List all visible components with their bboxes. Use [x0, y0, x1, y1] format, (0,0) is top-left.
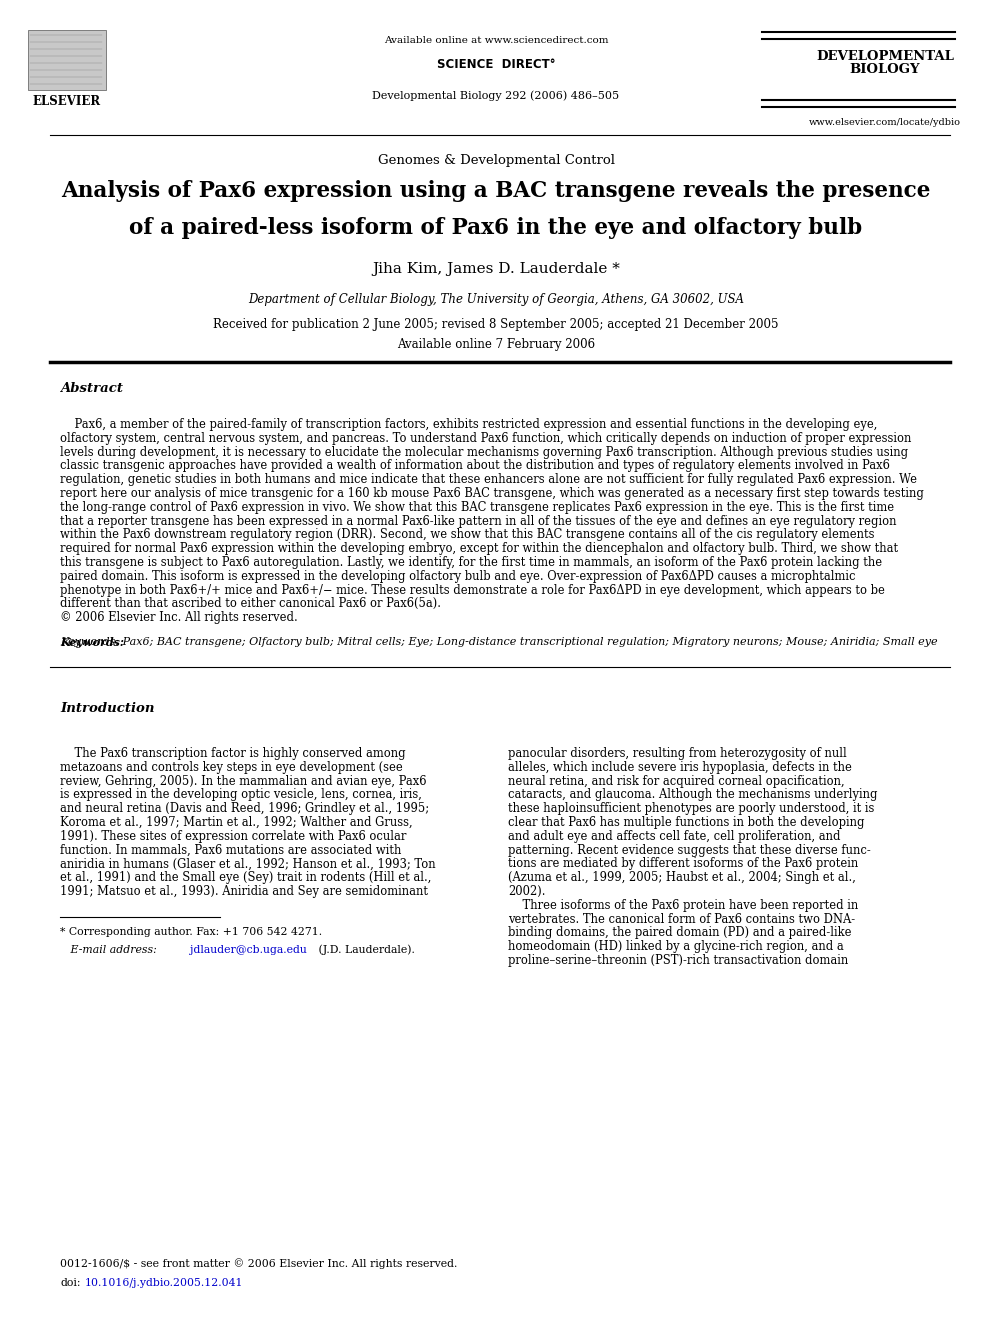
Text: Department of Cellular Biology, The University of Georgia, Athens, GA 30602, USA: Department of Cellular Biology, The Univ… — [248, 292, 744, 306]
Text: © 2006 Elsevier Inc. All rights reserved.: © 2006 Elsevier Inc. All rights reserved… — [60, 611, 298, 624]
Text: 1991). These sites of expression correlate with Pax6 ocular: 1991). These sites of expression correla… — [60, 830, 407, 843]
Text: the long-range control of Pax6 expression in vivo. We show that this BAC transge: the long-range control of Pax6 expressio… — [60, 501, 894, 513]
Text: 10.1016/j.ydbio.2005.12.041: 10.1016/j.ydbio.2005.12.041 — [85, 1278, 243, 1289]
Text: report here our analysis of mice transgenic for a 160 kb mouse Pax6 BAC transgen: report here our analysis of mice transge… — [60, 487, 924, 500]
Text: Developmental Biology 292 (2006) 486–505: Developmental Biology 292 (2006) 486–505 — [372, 90, 620, 101]
Text: Abstract: Abstract — [60, 382, 123, 396]
Text: E-mail address:: E-mail address: — [60, 945, 161, 955]
Text: this transgene is subject to Pax6 autoregulation. Lastly, we identify, for the f: this transgene is subject to Pax6 autore… — [60, 556, 882, 569]
Text: Genomes & Developmental Control: Genomes & Developmental Control — [378, 153, 614, 167]
Text: Available online at www.sciencedirect.com: Available online at www.sciencedirect.co… — [384, 36, 608, 45]
Text: SCIENCE  DIRECT°: SCIENCE DIRECT° — [436, 58, 556, 71]
Text: 1991; Matsuo et al., 1993). Aniridia and Sey are semidominant: 1991; Matsuo et al., 1993). Aniridia and… — [60, 885, 428, 898]
Text: Keywords:: Keywords: — [60, 636, 124, 648]
Text: (J.D. Lauderdale).: (J.D. Lauderdale). — [315, 945, 415, 955]
Text: (Azuma et al., 1999, 2005; Haubst et al., 2004; Singh et al.,: (Azuma et al., 1999, 2005; Haubst et al.… — [508, 872, 856, 884]
Text: neural retina, and risk for acquired corneal opacification,: neural retina, and risk for acquired cor… — [508, 774, 844, 787]
Text: 2002).: 2002). — [508, 885, 546, 898]
Text: these haploinsufficient phenotypes are poorly understood, it is: these haploinsufficient phenotypes are p… — [508, 802, 874, 815]
Text: patterning. Recent evidence suggests that these diverse func-: patterning. Recent evidence suggests tha… — [508, 844, 871, 856]
Text: metazoans and controls key steps in eye development (see: metazoans and controls key steps in eye … — [60, 761, 403, 774]
Text: and neural retina (Davis and Reed, 1996; Grindley et al., 1995;: and neural retina (Davis and Reed, 1996;… — [60, 802, 430, 815]
Text: doi:: doi: — [60, 1278, 80, 1289]
Text: regulation, genetic studies in both humans and mice indicate that these enhancer: regulation, genetic studies in both huma… — [60, 474, 917, 486]
Text: Three isoforms of the Pax6 protein have been reported in: Three isoforms of the Pax6 protein have … — [508, 898, 858, 912]
Text: classic transgenic approaches have provided a wealth of information about the di: classic transgenic approaches have provi… — [60, 459, 890, 472]
Text: 0012-1606/$ - see front matter © 2006 Elsevier Inc. All rights reserved.: 0012-1606/$ - see front matter © 2006 El… — [60, 1258, 457, 1269]
Text: vertebrates. The canonical form of Pax6 contains two DNA-: vertebrates. The canonical form of Pax6 … — [508, 913, 855, 926]
Text: jdlauder@cb.uga.edu: jdlauder@cb.uga.edu — [190, 945, 307, 955]
Text: Pax6, a member of the paired-family of transcription factors, exhibits restricte: Pax6, a member of the paired-family of t… — [60, 418, 877, 431]
Text: homeodomain (HD) linked by a glycine-rich region, and a: homeodomain (HD) linked by a glycine-ric… — [508, 941, 844, 953]
Text: proline–serine–threonin (PST)-rich transactivation domain: proline–serine–threonin (PST)-rich trans… — [508, 954, 848, 967]
Text: Keywords: Pax6; BAC transgene; Olfactory bulb; Mitral cells; Eye; Long-distance : Keywords: Pax6; BAC transgene; Olfactory… — [60, 636, 937, 647]
Text: DEVELOPMENTAL
BIOLOGY: DEVELOPMENTAL BIOLOGY — [816, 50, 954, 75]
Text: olfactory system, central nervous system, and pancreas. To understand Pax6 funct: olfactory system, central nervous system… — [60, 431, 912, 445]
Text: Koroma et al., 1997; Martin et al., 1992; Walther and Gruss,: Koroma et al., 1997; Martin et al., 1992… — [60, 816, 413, 830]
Text: Analysis of Pax6 expression using a BAC transgene reveals the presence: Analysis of Pax6 expression using a BAC … — [62, 180, 930, 202]
Text: ELSEVIER: ELSEVIER — [33, 95, 101, 108]
Text: phenotype in both Pax6+/+ mice and Pax6+/− mice. These results demonstrate a rol: phenotype in both Pax6+/+ mice and Pax6+… — [60, 583, 885, 597]
Text: alleles, which include severe iris hypoplasia, defects in the: alleles, which include severe iris hypop… — [508, 761, 852, 774]
Text: aniridia in humans (Glaser et al., 1992; Hanson et al., 1993; Ton: aniridia in humans (Glaser et al., 1992;… — [60, 857, 435, 871]
Text: Received for publication 2 June 2005; revised 8 September 2005; accepted 21 Dece: Received for publication 2 June 2005; re… — [213, 318, 779, 331]
Text: The Pax6 transcription factor is highly conserved among: The Pax6 transcription factor is highly … — [60, 747, 406, 759]
Text: within the Pax6 downstream regulatory region (DRR). Second, we show that this BA: within the Pax6 downstream regulatory re… — [60, 528, 875, 541]
Text: review, Gehring, 2005). In the mammalian and avian eye, Pax6: review, Gehring, 2005). In the mammalian… — [60, 774, 427, 787]
Text: levels during development, it is necessary to elucidate the molecular mechanisms: levels during development, it is necessa… — [60, 446, 908, 459]
Text: cataracts, and glaucoma. Although the mechanisms underlying: cataracts, and glaucoma. Although the me… — [508, 789, 878, 802]
Text: that a reporter transgene has been expressed in a normal Pax6-like pattern in al: that a reporter transgene has been expre… — [60, 515, 897, 528]
Text: required for normal Pax6 expression within the developing embryo, except for wit: required for normal Pax6 expression with… — [60, 542, 898, 556]
Text: * Corresponding author. Fax: +1 706 542 4271.: * Corresponding author. Fax: +1 706 542 … — [60, 927, 322, 937]
Text: tions are mediated by different isoforms of the Pax6 protein: tions are mediated by different isoforms… — [508, 857, 858, 871]
Text: panocular disorders, resulting from heterozygosity of null: panocular disorders, resulting from hete… — [508, 747, 847, 759]
Text: is expressed in the developing optic vesicle, lens, cornea, iris,: is expressed in the developing optic ves… — [60, 789, 422, 802]
Text: different than that ascribed to either canonical Pax6 or Pax6(5a).: different than that ascribed to either c… — [60, 598, 441, 610]
Text: Jiha Kim, James D. Lauderdale *: Jiha Kim, James D. Lauderdale * — [372, 262, 620, 277]
Text: clear that Pax6 has multiple functions in both the developing: clear that Pax6 has multiple functions i… — [508, 816, 864, 830]
Text: www.elsevier.com/locate/ydbio: www.elsevier.com/locate/ydbio — [809, 118, 961, 127]
Text: binding domains, the paired domain (PD) and a paired-like: binding domains, the paired domain (PD) … — [508, 926, 851, 939]
Text: function. In mammals, Pax6 mutations are associated with: function. In mammals, Pax6 mutations are… — [60, 844, 402, 856]
Text: Introduction: Introduction — [60, 703, 155, 714]
Text: paired domain. This isoform is expressed in the developing olfactory bulb and ey: paired domain. This isoform is expressed… — [60, 570, 855, 583]
Text: of a paired-less isoform of Pax6 in the eye and olfactory bulb: of a paired-less isoform of Pax6 in the … — [129, 217, 863, 239]
Text: et al., 1991) and the Small eye (Sey) trait in rodents (Hill et al.,: et al., 1991) and the Small eye (Sey) tr… — [60, 872, 432, 884]
Text: Available online 7 February 2006: Available online 7 February 2006 — [397, 337, 595, 351]
Text: and adult eye and affects cell fate, cell proliferation, and: and adult eye and affects cell fate, cel… — [508, 830, 840, 843]
Bar — [28, 30, 106, 90]
